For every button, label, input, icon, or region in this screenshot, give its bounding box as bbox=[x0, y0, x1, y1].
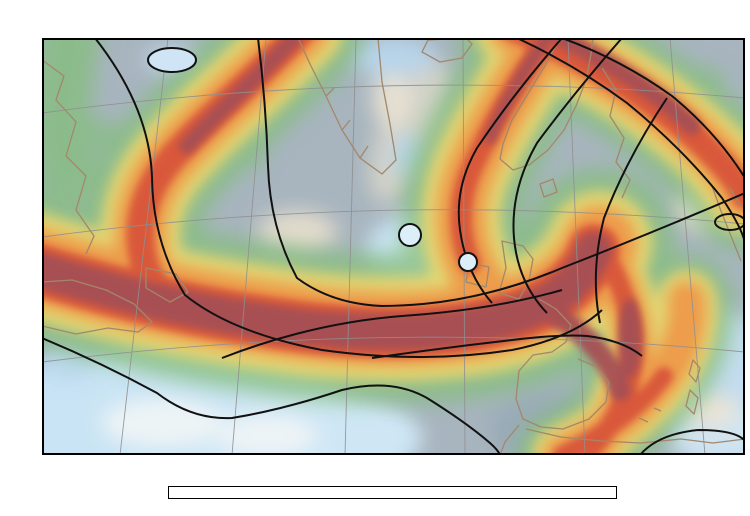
colorbar-tick-labels bbox=[168, 498, 615, 514]
coastlines bbox=[42, 38, 745, 455]
colorbar bbox=[168, 486, 617, 499]
height-contours bbox=[42, 38, 745, 455]
shading-wind-bands bbox=[42, 38, 745, 455]
map-border bbox=[42, 38, 745, 455]
map-canvas bbox=[42, 38, 745, 455]
